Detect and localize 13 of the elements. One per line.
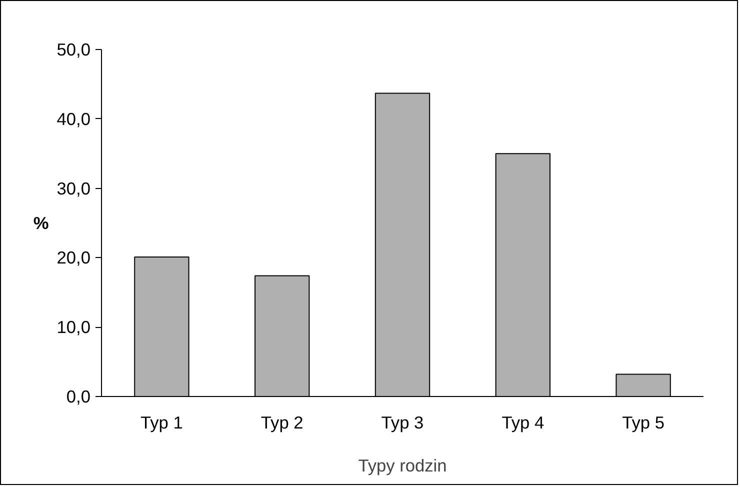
y-tick-label: 0,0	[66, 386, 91, 406]
y-tick-label: 10,0	[56, 317, 91, 338]
x-tick-label: Typ 4	[502, 412, 544, 432]
x-tick-label: Typ 3	[381, 412, 424, 432]
y-axis-title: %	[33, 213, 49, 233]
x-axis-title: Typy rodzin	[358, 456, 447, 476]
y-tick-label: 40,0	[56, 108, 91, 129]
x-tick-label: Typ 5	[622, 412, 664, 432]
y-tick-label: 50,0	[56, 40, 91, 60]
y-tick-label: 30,0	[56, 178, 91, 198]
x-tick-label: Typ 1	[140, 412, 183, 432]
x-tick-label: Typ 2	[260, 412, 304, 432]
y-tick-label: 20,0	[56, 248, 91, 268]
